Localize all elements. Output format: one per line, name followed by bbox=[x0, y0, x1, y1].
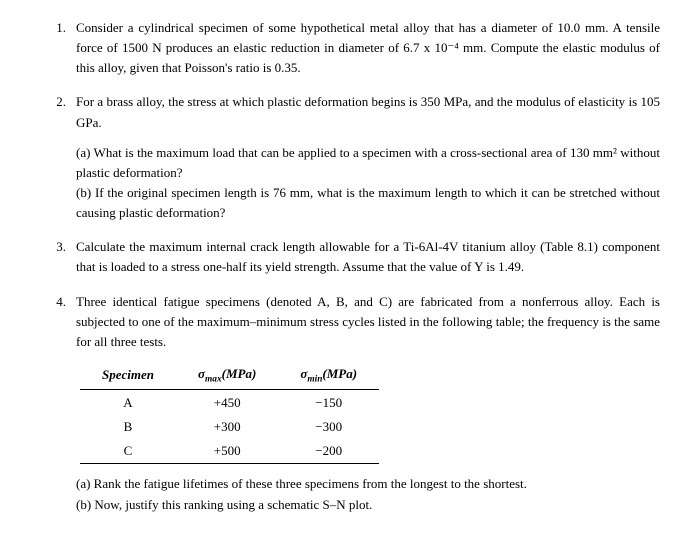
question-text: Calculate the maximum internal crack len… bbox=[76, 237, 660, 277]
col-header-specimen: Specimen bbox=[80, 362, 176, 390]
cell-sigma-min: −200 bbox=[278, 439, 379, 464]
document-page: 1. Consider a cylindrical specimen of so… bbox=[0, 0, 700, 547]
question-1: 1. Consider a cylindrical specimen of so… bbox=[40, 18, 660, 78]
question-3: 3. Calculate the maximum internal crack … bbox=[40, 237, 660, 277]
question-intro: For a brass alloy, the stress at which p… bbox=[76, 92, 660, 132]
cell-specimen: A bbox=[80, 390, 176, 416]
question-body: For a brass alloy, the stress at which p… bbox=[76, 92, 660, 223]
question-body: Three identical fatigue specimens (denot… bbox=[76, 292, 660, 515]
cell-specimen: B bbox=[80, 415, 176, 439]
table-row: C +500 −200 bbox=[80, 439, 379, 464]
stress-table: Specimen σmax(MPa) σmin(MPa) A +450 −150… bbox=[80, 362, 379, 465]
question-text: Consider a cylindrical specimen of some … bbox=[76, 18, 660, 78]
cell-sigma-max: +450 bbox=[176, 390, 278, 416]
question-intro: Three identical fatigue specimens (denot… bbox=[76, 292, 660, 352]
question-4: 4. Three identical fatigue specimens (de… bbox=[40, 292, 660, 515]
table-row: A +450 −150 bbox=[80, 390, 379, 416]
cell-sigma-min: −150 bbox=[278, 390, 379, 416]
col-header-sigma-max: σmax(MPa) bbox=[176, 362, 278, 390]
cell-sigma-min: −300 bbox=[278, 415, 379, 439]
cell-sigma-max: +500 bbox=[176, 439, 278, 464]
table-row: B +300 −300 bbox=[80, 415, 379, 439]
question-2: 2. For a brass alloy, the stress at whic… bbox=[40, 92, 660, 223]
col-header-sigma-min: σmin(MPa) bbox=[278, 362, 379, 390]
cell-sigma-max: +300 bbox=[176, 415, 278, 439]
question-part-b: (b) Now, justify this ranking using a sc… bbox=[76, 495, 660, 515]
question-number: 4. bbox=[40, 292, 76, 515]
cell-specimen: C bbox=[80, 439, 176, 464]
question-part-a: (a) What is the maximum load that can be… bbox=[76, 143, 660, 183]
question-number: 3. bbox=[40, 237, 76, 277]
question-part-b: (b) If the original specimen length is 7… bbox=[76, 183, 660, 223]
question-number: 2. bbox=[40, 92, 76, 223]
question-part-a: (a) Rank the fatigue lifetimes of these … bbox=[76, 474, 660, 494]
question-number: 1. bbox=[40, 18, 76, 78]
table-header-row: Specimen σmax(MPa) σmin(MPa) bbox=[80, 362, 379, 390]
